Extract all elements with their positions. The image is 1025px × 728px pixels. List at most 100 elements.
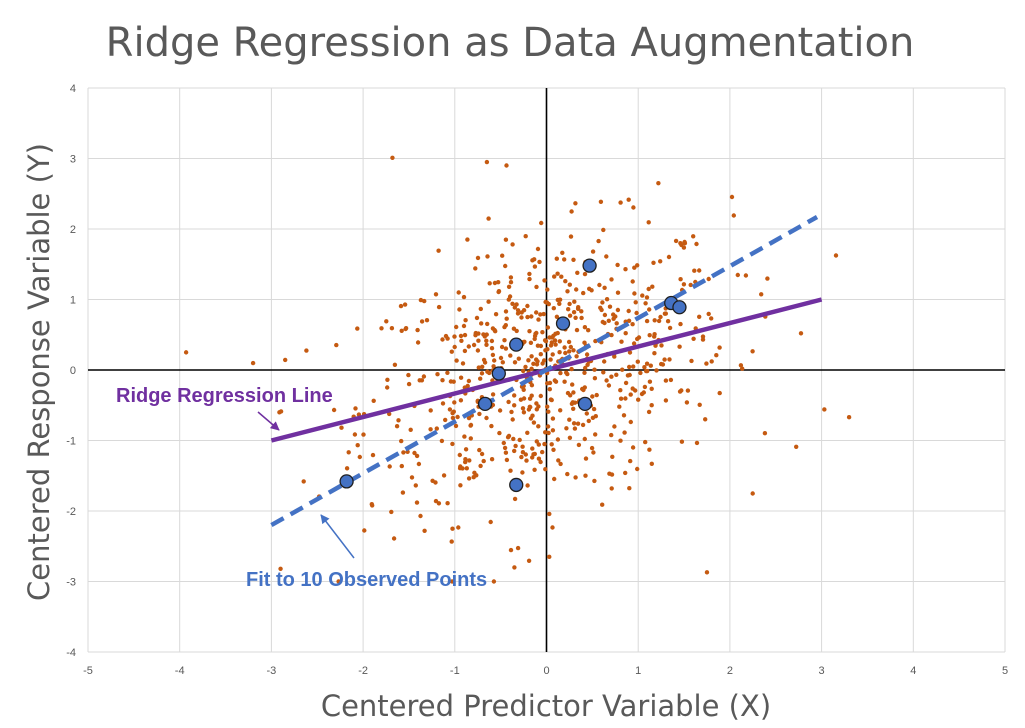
augmented-point bbox=[565, 289, 570, 294]
augmented-point bbox=[525, 303, 530, 309]
augmented-point bbox=[593, 414, 598, 419]
augmented-point bbox=[572, 426, 578, 431]
augmented-point bbox=[691, 234, 696, 239]
augmented-point bbox=[447, 407, 453, 412]
observed-point bbox=[555, 316, 571, 331]
augmented-point bbox=[456, 525, 461, 530]
augmented-point bbox=[620, 367, 625, 372]
augmented-point bbox=[644, 295, 650, 300]
augmented-point bbox=[433, 292, 439, 297]
augmented-point bbox=[552, 274, 557, 279]
augmented-point bbox=[555, 437, 561, 442]
augmented-point bbox=[277, 410, 282, 415]
augmented-point bbox=[627, 350, 633, 355]
augmented-point bbox=[647, 307, 652, 312]
augmented-point bbox=[304, 348, 309, 353]
augmented-point bbox=[552, 338, 558, 343]
augmented-point bbox=[794, 444, 799, 449]
y-tick-label: -3 bbox=[66, 577, 76, 589]
augmented-point bbox=[645, 368, 650, 374]
augmented-point bbox=[478, 376, 483, 381]
augmented-point bbox=[564, 426, 569, 431]
augmented-point bbox=[649, 386, 654, 391]
augmented-point bbox=[400, 490, 406, 495]
augmented-point bbox=[455, 414, 460, 420]
augmented-point bbox=[502, 324, 507, 330]
augmented-point bbox=[602, 285, 607, 290]
augmented-point bbox=[503, 263, 508, 269]
augmented-point bbox=[449, 349, 454, 354]
augmented-point bbox=[679, 388, 684, 393]
augmented-point bbox=[521, 308, 527, 313]
augmented-point bbox=[532, 467, 537, 472]
augmented-point bbox=[538, 393, 543, 399]
augmented-point bbox=[387, 464, 392, 469]
augmented-point bbox=[499, 344, 505, 350]
augmented-point bbox=[557, 339, 562, 344]
augmented-point bbox=[609, 332, 614, 338]
ols-annotation-arrow bbox=[320, 514, 355, 559]
augmented-point bbox=[615, 262, 620, 268]
augmented-point bbox=[389, 509, 394, 515]
augmented-point bbox=[547, 554, 552, 560]
regression-lines bbox=[270, 215, 823, 528]
augmented-point bbox=[647, 447, 652, 452]
augmented-point bbox=[334, 342, 339, 348]
augmented-point bbox=[571, 421, 577, 426]
augmented-point bbox=[529, 354, 534, 359]
augmented-point bbox=[612, 424, 617, 429]
augmented-point bbox=[540, 330, 545, 335]
augmented-point bbox=[491, 364, 496, 369]
augmented-point bbox=[409, 475, 415, 480]
augmented-point bbox=[524, 458, 529, 463]
augmented-point bbox=[478, 306, 483, 312]
augmented-point bbox=[344, 466, 350, 471]
augmented-point bbox=[538, 459, 543, 465]
augmented-point bbox=[462, 332, 468, 338]
augmented-point bbox=[558, 461, 563, 467]
augmented-point bbox=[646, 220, 651, 225]
augmented-point bbox=[422, 298, 427, 304]
augmented-point bbox=[530, 258, 535, 263]
augmented-point bbox=[632, 291, 637, 296]
augmented-point bbox=[667, 325, 673, 331]
augmented-point bbox=[628, 458, 633, 464]
augmented-point bbox=[482, 360, 488, 365]
x-axis-title: Centered Predictor Variable (X) bbox=[321, 689, 771, 723]
augmented-point bbox=[552, 378, 557, 383]
observed-point bbox=[577, 396, 593, 411]
augmented-point bbox=[548, 343, 554, 348]
augmented-point bbox=[278, 566, 283, 572]
augmented-point bbox=[626, 308, 631, 314]
y-tick-label: 3 bbox=[70, 154, 76, 166]
augmented-point bbox=[597, 282, 602, 288]
augmented-point bbox=[502, 338, 507, 343]
augmented-point bbox=[523, 234, 528, 239]
augmented-point bbox=[663, 378, 669, 383]
augmented-point bbox=[521, 410, 527, 415]
augmented-point bbox=[458, 375, 464, 380]
augmented-point bbox=[660, 362, 666, 367]
augmented-point bbox=[573, 201, 578, 206]
y-axis-title: Centered Response Variable (Y) bbox=[22, 143, 56, 601]
augmented-point bbox=[451, 379, 456, 384]
augmented-point bbox=[479, 371, 485, 376]
tick-labels: -5 -4 -3 -2 -1 0 1 2 3 4 5 -4 -3 -2 -1 0 1 2 3 4 bbox=[66, 83, 1008, 677]
augmented-point bbox=[301, 479, 306, 484]
augmented-point bbox=[559, 274, 564, 279]
augmented-point bbox=[462, 348, 468, 354]
augmented-point bbox=[547, 380, 553, 386]
augmented-point bbox=[362, 528, 367, 533]
augmented-point bbox=[592, 376, 598, 381]
augmented-point bbox=[336, 579, 341, 584]
augmented-point bbox=[516, 356, 521, 361]
augmented-point bbox=[355, 326, 360, 331]
augmented-point bbox=[484, 415, 489, 421]
augmented-point bbox=[656, 180, 661, 186]
augmented-point bbox=[759, 292, 764, 297]
augmented-point bbox=[621, 413, 627, 418]
augmented-point bbox=[463, 459, 468, 465]
augmented-point bbox=[610, 454, 615, 459]
augmented-point bbox=[552, 476, 557, 482]
augmented-point bbox=[555, 271, 560, 276]
